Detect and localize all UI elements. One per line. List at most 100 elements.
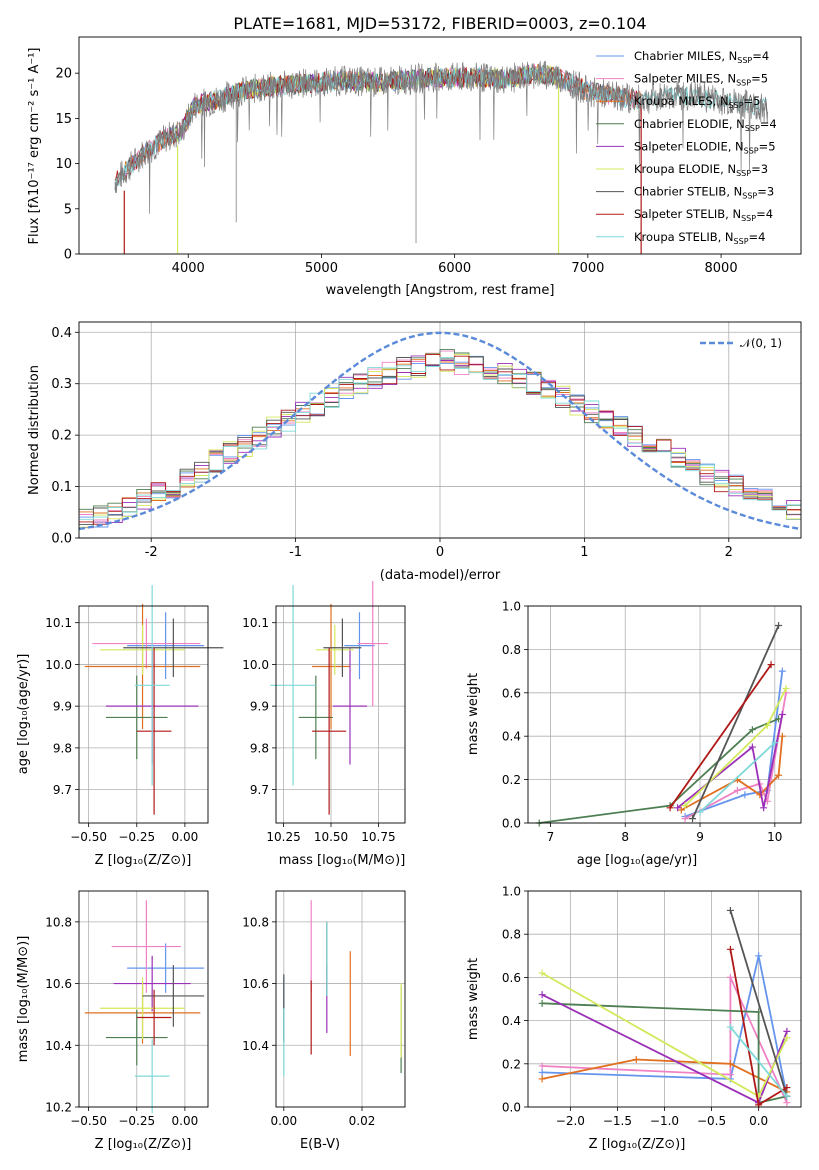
x-tick-label: 10.75	[361, 830, 395, 844]
age-weight-series-chabrier_miles	[681, 667, 786, 820]
y-tick-label: 10.1	[45, 616, 72, 630]
series-marker	[783, 1099, 791, 1107]
mass-age-errorbar-kroupa_stelib	[270, 585, 316, 786]
series-line	[699, 742, 776, 813]
x-tick-label: 7000	[571, 261, 604, 276]
legend-entry-chabrier_elodie: Chabrier ELODIE, NSSP=4	[596, 117, 777, 133]
z-mass-panel: −0.50 −0.25 0.00 10.2 10.4 10.6 10.8	[45, 890, 209, 1128]
x-tick-label: 6000	[438, 261, 471, 276]
histogram-chabrier_elodie-step	[79, 349, 801, 513]
y-tick-label: 10.2	[45, 1101, 72, 1115]
legend-label: Kroupa MILES, NSSP=5	[634, 94, 760, 110]
series-marker	[681, 802, 689, 810]
y-tick-label: 0.0	[502, 1101, 521, 1115]
observed-spectrum-line	[114, 60, 769, 214]
x-tick-label: −2.0	[556, 1114, 585, 1128]
series-marker	[748, 726, 756, 734]
y-tick-label: 0.1	[51, 480, 72, 495]
histogram-axes: -2 -1 0 1 2 0.0 0.1 0.2 0.3 0.4	[51, 322, 801, 560]
series-line	[542, 955, 788, 1097]
y-tick-label: 10.4	[45, 1039, 72, 1053]
series-marker	[681, 815, 689, 823]
x-tick-label: −0.50	[70, 830, 107, 844]
legend-label: Chabrier MILES, NSSP=4	[634, 49, 769, 65]
z-age-errorbar-salpeter_miles	[92, 618, 201, 669]
series-marker	[726, 945, 734, 953]
z-age-errorbar-salpeter_stelib	[136, 647, 172, 815]
z-age-x-axis-label: Z [log₁₀(Z/Z⊙)]	[95, 853, 192, 868]
series-marker	[783, 1034, 791, 1042]
legend-label: Kroupa ELODIE, NSSP=3	[634, 162, 768, 178]
y-tick-label: 5	[64, 202, 72, 217]
spectrum-panel: PLATE=1681, MJD=53172, FIBERID=0003, z=0…	[27, 14, 802, 298]
x-tick-label: 7	[547, 830, 555, 844]
z-age-errorbar-kroupa_stelib	[134, 585, 170, 786]
series-marker	[632, 1055, 640, 1063]
z-mass-errorbar-salpeter_elodie	[113, 955, 191, 1012]
z-mass-errorbar-chabrier_stelib	[142, 965, 205, 1027]
series-line	[539, 717, 779, 824]
mass-age-errorbar-salpeter_elodie	[332, 647, 368, 765]
y-tick-label: 0.6	[502, 971, 521, 985]
legend-entry-kroupa_stelib: Kroupa STELIB, NSSP=4	[596, 230, 765, 246]
mass-age-errorbar-kroupa_miles	[312, 603, 350, 730]
series-marker	[538, 999, 546, 1007]
z-age-errorbar-chabrier_stelib	[123, 618, 224, 677]
y-tick-label: 10.8	[242, 915, 269, 929]
y-tick-label: 10.1	[242, 616, 269, 630]
age-weight-x-axis-label: age [log₁₀(age/yr)]	[577, 853, 698, 868]
age-weight-series-kroupa_stelib	[696, 739, 779, 816]
y-tick-label: 10.4	[242, 1039, 269, 1053]
series-line	[729, 1026, 788, 1097]
x-tick-label: 4000	[172, 261, 205, 276]
series-line	[669, 664, 772, 809]
mass-age-errorbar-salpeter_miles	[357, 580, 388, 707]
series-marker	[771, 739, 779, 747]
y-tick-label: 0.2	[502, 773, 521, 787]
series-marker	[778, 711, 786, 718]
x-tick-label: 10.25	[266, 830, 300, 844]
age-weight-series-chabrier_stelib	[689, 622, 783, 823]
y-tick-label: 0.6	[502, 686, 521, 700]
x-tick-label: 2	[725, 545, 733, 560]
x-tick-label: 0.0	[749, 1114, 768, 1128]
y-tick-label: 0.0	[502, 817, 521, 831]
legend-label: Chabrier STELIB, NSSP=3	[634, 185, 774, 201]
legend-label: Chabrier ELODIE, NSSP=4	[634, 117, 777, 133]
z-mass-errorbar-chabrier_miles	[127, 943, 205, 993]
x-tick-label: 0.00	[270, 1114, 297, 1128]
y-tick-label: 0.8	[502, 928, 521, 942]
z-age-panel: −0.50 −0.25 0.00 9.7 9.8 9.9 10.0 10.1	[45, 585, 224, 844]
z-age-errorbar-chabrier_elodie	[105, 675, 168, 760]
series-marker	[778, 667, 786, 675]
spectrum-x-axis-label: wavelength [Angstrom, rest frame]	[326, 283, 555, 298]
y-tick-label: 0.4	[502, 730, 521, 744]
series-marker	[778, 732, 786, 740]
x-tick-label: -2	[145, 545, 158, 560]
y-tick-label: 10.0	[242, 658, 269, 672]
ebv-mass-frame	[275, 890, 406, 1108]
series-marker	[674, 804, 682, 812]
z-weight-x-axis-label: Z [log₁₀(Z/Z⊙)]	[589, 1137, 686, 1152]
series-marker	[748, 743, 756, 751]
mass-age-panel: 10.25 10.50 10.75 9.7 9.8 9.9 10.0 10.1	[242, 580, 406, 844]
spectrum-legend: Chabrier MILES, NSSP=4 Salpeter MILES, NS…	[596, 49, 777, 246]
series-marker	[726, 973, 734, 981]
series-marker	[783, 1092, 791, 1100]
x-tick-label: 0.00	[172, 1114, 199, 1128]
histogram-kroupa_stelib-step	[79, 357, 801, 520]
series-marker	[763, 721, 771, 729]
z-age-frame	[78, 605, 209, 824]
legend-entry-chabrier_miles: Chabrier MILES, NSSP=4	[596, 49, 769, 65]
series-line	[542, 1002, 788, 1104]
x-tick-label: -1	[289, 545, 302, 560]
z-mass-x-axis-label: Z [log₁₀(Z/Z⊙)]	[95, 1137, 192, 1152]
histogram-legend: 𝒩(0, 1)	[700, 336, 782, 350]
mass-age-errorbar-kroupa_elodie	[315, 624, 354, 675]
series-line	[729, 910, 788, 1097]
legend-entry-kroupa_miles: Kroupa MILES, NSSP=5	[596, 94, 760, 110]
z-mass-frame	[78, 890, 209, 1108]
y-tick-label: 20	[55, 67, 72, 82]
y-tick-label: 0.0	[51, 532, 72, 547]
y-tick-label: 0.2	[51, 429, 72, 444]
